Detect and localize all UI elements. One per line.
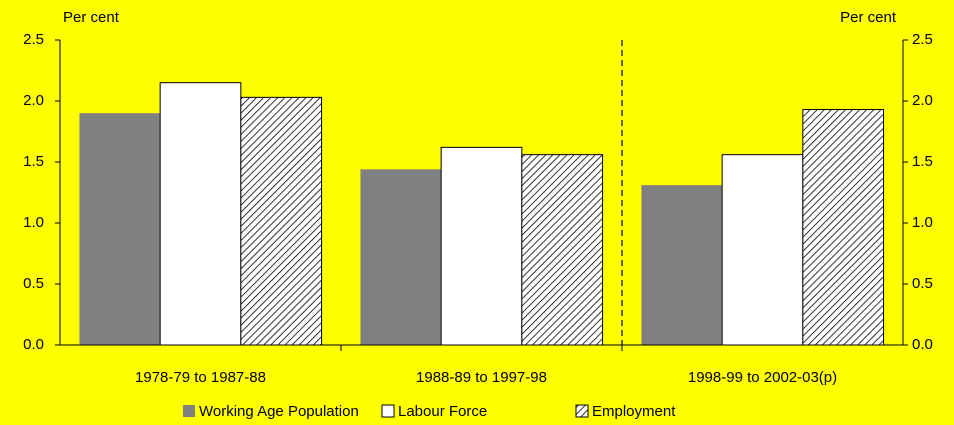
legend-label: Working Age Population (199, 403, 359, 420)
x-tick-label: 1978-79 to 1987-88 (135, 369, 266, 386)
x-tick-label: 1998-99 to 2002-03(p) (688, 369, 837, 386)
legend-swatch (183, 405, 195, 417)
bar (641, 185, 723, 345)
bar (802, 109, 885, 346)
legend-swatch (381, 404, 395, 418)
y2-tick-label: 1.0 (912, 214, 933, 231)
bar (521, 154, 604, 346)
y-tick-label: 2.5 (23, 31, 44, 48)
legend-label: Labour Force (398, 403, 487, 420)
legend-label: Employment (592, 403, 676, 420)
y2-tick-label: 0.5 (912, 275, 933, 292)
y2-tick-label: 0.0 (912, 336, 933, 353)
bar (240, 96, 323, 346)
y-tick-label: 0.5 (23, 275, 44, 292)
y-tick-label: 2.0 (23, 92, 44, 109)
y-tick-label: 1.0 (23, 214, 44, 231)
bar (159, 82, 242, 346)
bar (721, 154, 804, 346)
y2-tick-label: 2.0 (912, 92, 933, 109)
y2-tick-label: 1.5 (912, 153, 933, 170)
y-tick-label: 0.0 (23, 336, 44, 353)
y-axis-label: Per cent (63, 9, 120, 26)
y2-tick-label: 2.5 (912, 31, 933, 48)
y-tick-label: 1.5 (23, 153, 44, 170)
bar (440, 146, 523, 346)
bar (79, 113, 161, 345)
x-tick-label: 1988-89 to 1997-98 (416, 369, 547, 386)
legend-swatch (575, 404, 589, 418)
y2-axis-label: Per cent (840, 9, 897, 26)
bar (360, 169, 442, 345)
